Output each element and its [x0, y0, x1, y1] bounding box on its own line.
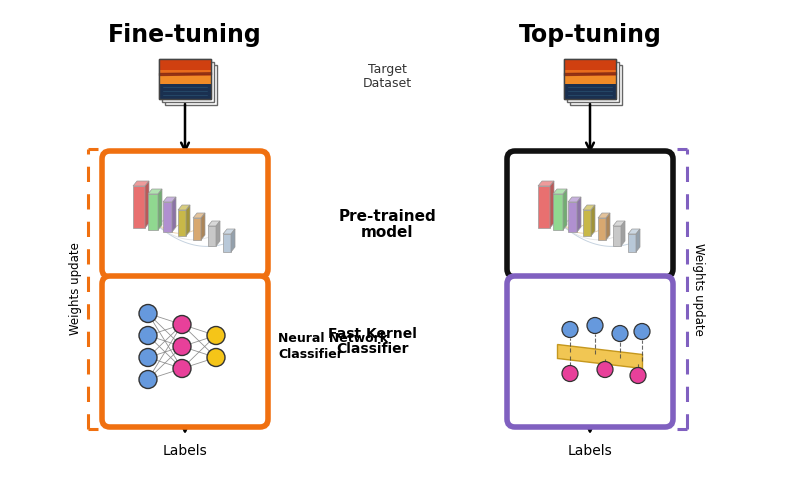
Polygon shape	[172, 197, 176, 232]
Circle shape	[207, 326, 225, 344]
Polygon shape	[193, 213, 205, 218]
Polygon shape	[598, 213, 610, 218]
Polygon shape	[563, 189, 567, 230]
Polygon shape	[591, 205, 595, 236]
Bar	[628, 234, 636, 252]
Polygon shape	[606, 213, 610, 240]
Bar	[564, 70, 616, 84]
Polygon shape	[621, 221, 625, 246]
Polygon shape	[148, 189, 162, 194]
Circle shape	[173, 315, 191, 333]
Polygon shape	[583, 205, 595, 210]
Circle shape	[587, 317, 603, 333]
Polygon shape	[628, 229, 640, 234]
Bar	[133, 186, 145, 228]
FancyBboxPatch shape	[102, 276, 268, 427]
Polygon shape	[201, 213, 205, 240]
Bar	[159, 84, 211, 99]
Circle shape	[612, 325, 628, 341]
Polygon shape	[178, 205, 190, 210]
FancyBboxPatch shape	[162, 62, 214, 102]
Circle shape	[634, 323, 650, 339]
Text: Top-tuning: Top-tuning	[518, 23, 662, 47]
Bar	[598, 218, 606, 240]
Text: Neural Network: Neural Network	[278, 332, 388, 345]
Circle shape	[139, 348, 157, 366]
Circle shape	[207, 348, 225, 366]
Circle shape	[597, 361, 613, 378]
Polygon shape	[538, 181, 554, 186]
Text: Weights update: Weights update	[693, 243, 706, 335]
Text: Classifier: Classifier	[278, 348, 343, 361]
Text: Pre-trained: Pre-trained	[338, 209, 436, 224]
Polygon shape	[216, 221, 220, 246]
Text: Fast Kernel: Fast Kernel	[328, 327, 417, 341]
FancyBboxPatch shape	[507, 276, 673, 427]
Polygon shape	[558, 344, 642, 368]
Bar	[159, 76, 211, 84]
Polygon shape	[208, 221, 220, 226]
Polygon shape	[223, 229, 235, 234]
Circle shape	[173, 337, 191, 355]
Polygon shape	[613, 221, 625, 226]
Bar	[193, 218, 201, 240]
FancyBboxPatch shape	[564, 59, 616, 99]
Polygon shape	[145, 181, 149, 228]
Circle shape	[139, 304, 157, 322]
Bar	[564, 84, 616, 99]
Circle shape	[562, 321, 578, 337]
Text: Target: Target	[368, 62, 407, 75]
Bar	[159, 59, 211, 84]
Polygon shape	[553, 189, 567, 194]
Polygon shape	[186, 205, 190, 236]
Bar	[613, 226, 621, 246]
Circle shape	[173, 359, 191, 378]
Bar	[553, 194, 563, 230]
FancyBboxPatch shape	[165, 65, 217, 105]
Polygon shape	[133, 181, 149, 186]
Text: Classifier: Classifier	[336, 342, 409, 356]
Bar	[538, 186, 550, 228]
FancyBboxPatch shape	[159, 59, 211, 99]
Bar	[564, 59, 616, 84]
Bar	[159, 70, 211, 84]
FancyBboxPatch shape	[570, 65, 622, 105]
Circle shape	[630, 367, 646, 384]
Polygon shape	[568, 197, 581, 202]
FancyBboxPatch shape	[507, 151, 673, 277]
Circle shape	[139, 370, 157, 389]
Polygon shape	[231, 229, 235, 252]
FancyBboxPatch shape	[102, 151, 268, 277]
Text: Fine-tuning: Fine-tuning	[108, 23, 262, 47]
Bar	[564, 76, 616, 84]
Polygon shape	[163, 197, 176, 202]
Bar	[148, 194, 158, 230]
Polygon shape	[577, 197, 581, 232]
Bar	[163, 202, 172, 232]
Polygon shape	[158, 189, 162, 230]
Text: Labels: Labels	[568, 444, 612, 458]
Circle shape	[139, 326, 157, 344]
FancyBboxPatch shape	[567, 62, 619, 102]
Bar	[178, 210, 186, 236]
Bar	[223, 234, 231, 252]
Bar	[208, 226, 216, 246]
Polygon shape	[550, 181, 554, 228]
Text: Weights update: Weights update	[70, 243, 82, 335]
Text: Labels: Labels	[162, 444, 207, 458]
Text: model: model	[362, 225, 414, 240]
Bar	[583, 210, 591, 236]
Circle shape	[562, 365, 578, 382]
Text: Dataset: Dataset	[363, 76, 412, 89]
Polygon shape	[636, 229, 640, 252]
Bar	[568, 202, 577, 232]
